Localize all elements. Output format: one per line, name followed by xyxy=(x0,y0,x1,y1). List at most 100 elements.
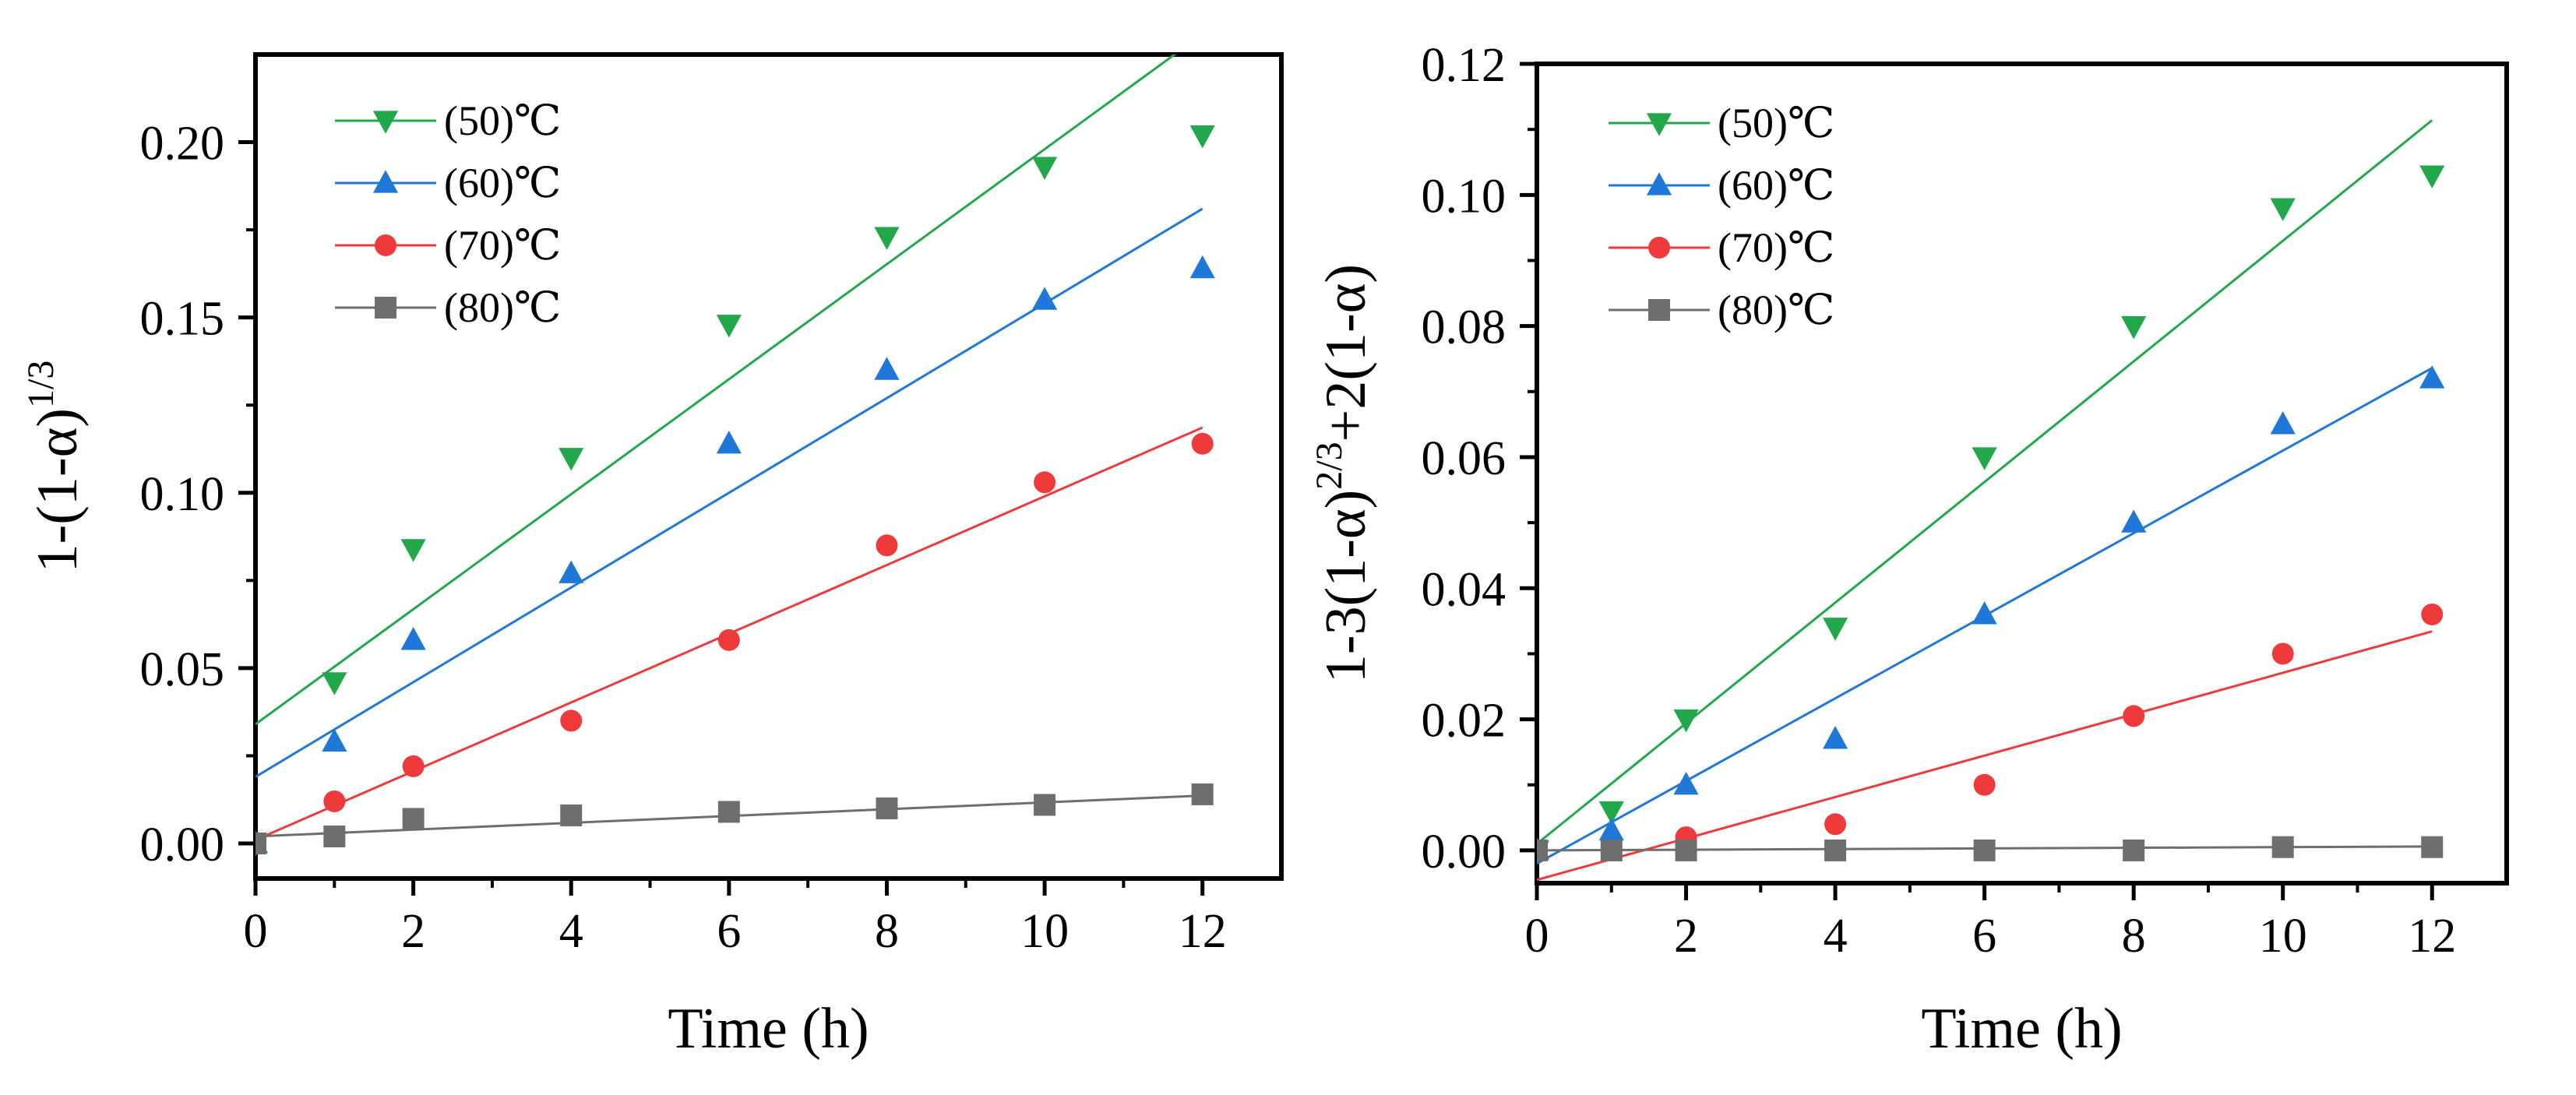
legend-marker xyxy=(375,234,396,256)
y-tick-label: 0.05 xyxy=(140,643,225,696)
data-point xyxy=(1675,839,1697,861)
x-tick-label: 0 xyxy=(244,905,268,958)
data-point xyxy=(1972,447,1997,470)
x-tick-label: 6 xyxy=(1972,910,1996,963)
y-tick-label: 0.08 xyxy=(1422,301,1506,354)
data-point xyxy=(323,825,346,847)
x-tick-label: 8 xyxy=(2122,910,2146,963)
x-tick-label: 12 xyxy=(2408,910,2456,963)
data-point xyxy=(400,539,426,562)
data-point xyxy=(1191,783,1214,805)
data-point xyxy=(2421,603,2444,625)
x-tick-label: 2 xyxy=(1674,910,1698,963)
data-point xyxy=(2270,198,2296,221)
data-point xyxy=(1824,839,1847,861)
x-tick-label: 4 xyxy=(559,905,583,958)
legend-marker xyxy=(1648,237,1670,259)
legend-marker xyxy=(1646,172,1672,195)
data-point xyxy=(874,227,900,250)
data-point xyxy=(400,627,426,650)
y-tick-label: 0.20 xyxy=(140,118,225,171)
data-point xyxy=(1034,794,1056,816)
data-layer xyxy=(255,55,1215,857)
legend-marker xyxy=(1646,113,1672,136)
data-point xyxy=(717,628,740,651)
x-axis-label: Time (h) xyxy=(668,997,869,1061)
data-point xyxy=(402,808,425,830)
legend-label: (70)℃ xyxy=(1718,224,1834,271)
y-axis-label: 1-(1-α)1/3 xyxy=(20,361,90,573)
data-point xyxy=(876,534,898,557)
x-tick-label: 8 xyxy=(875,905,899,958)
legend-marker xyxy=(372,170,399,193)
x-tick-label: 4 xyxy=(1824,910,1848,963)
x-tick-label: 0 xyxy=(1525,910,1549,963)
data-point xyxy=(876,797,898,819)
legend-label: (60)℃ xyxy=(1718,162,1834,209)
fit-line xyxy=(255,55,1177,726)
legend-label: (80)℃ xyxy=(1718,287,1834,333)
data-point xyxy=(1034,471,1056,494)
data-point xyxy=(2123,839,2145,861)
data-point xyxy=(2271,643,2294,665)
plot-frame xyxy=(1535,62,2509,886)
data-point xyxy=(2121,509,2147,533)
data-point xyxy=(560,709,583,732)
data-point xyxy=(1031,287,1058,310)
x-tick-label: 6 xyxy=(717,905,741,958)
legend-label: (60)℃ xyxy=(444,160,561,206)
data-point xyxy=(559,560,584,583)
y-tick-label: 0.04 xyxy=(1422,563,1506,616)
data-point xyxy=(1824,813,1847,836)
data-point xyxy=(1973,773,1996,796)
y-tick-label: 0.10 xyxy=(1422,170,1506,223)
data-point xyxy=(1972,601,1997,625)
x-tick-label: 2 xyxy=(401,905,425,958)
y-tick-label: 0.00 xyxy=(140,819,225,871)
data-point xyxy=(1600,839,1623,861)
data-point xyxy=(1031,157,1058,180)
x-tick-label: 12 xyxy=(1179,905,1227,958)
data-point xyxy=(2419,165,2445,188)
data-point xyxy=(2421,836,2444,858)
y-tick-label: 0.00 xyxy=(1422,826,1506,878)
data-point xyxy=(322,728,347,752)
legend-label: (50)℃ xyxy=(444,97,561,144)
data-point xyxy=(2270,411,2296,435)
legend-label: (50)℃ xyxy=(1718,100,1834,146)
data-point xyxy=(1673,709,1699,733)
fit-line xyxy=(1537,119,2433,845)
data-point xyxy=(1537,839,1548,861)
data-point xyxy=(402,755,425,777)
data-point xyxy=(2121,316,2147,340)
y-tick-label: 0.02 xyxy=(1422,695,1506,748)
plot-frame xyxy=(253,52,1284,881)
data-point xyxy=(2123,705,2145,727)
data-point xyxy=(1673,771,1699,795)
y-tick-label: 0.12 xyxy=(1422,39,1506,92)
data-point xyxy=(322,672,347,695)
y-tick-label: 0.06 xyxy=(1422,432,1506,485)
fit-line xyxy=(255,207,1203,778)
data-point xyxy=(2419,365,2445,389)
data-point xyxy=(716,430,742,454)
data-point xyxy=(1822,726,1848,749)
data-point xyxy=(1598,801,1624,825)
y-tick-label: 0.10 xyxy=(140,468,225,521)
data-point xyxy=(1189,125,1215,149)
legend-label: (70)℃ xyxy=(444,222,561,269)
data-point xyxy=(560,804,583,826)
data-point xyxy=(323,790,346,812)
y-axis-label: 1-3(1-α)2/3+2(1-α) xyxy=(1309,264,1378,683)
data-point xyxy=(717,801,740,823)
x-tick-label: 10 xyxy=(1020,905,1069,958)
data-point xyxy=(2271,836,2294,858)
data-point xyxy=(874,357,900,380)
data-point xyxy=(1822,618,1848,641)
legend-marker xyxy=(375,297,396,319)
legend-label: (80)℃ xyxy=(444,284,561,331)
data-point xyxy=(1191,432,1214,455)
data-point xyxy=(1598,817,1624,841)
data-point xyxy=(716,315,742,338)
